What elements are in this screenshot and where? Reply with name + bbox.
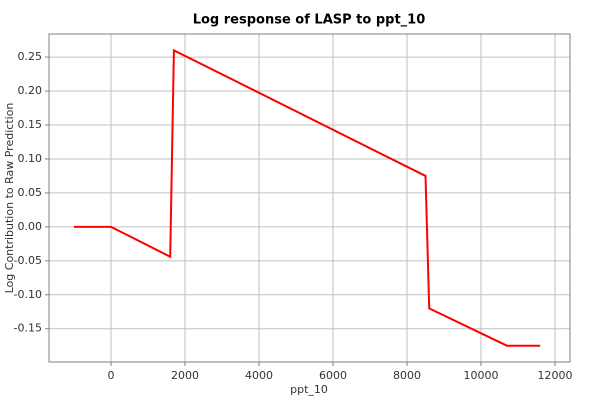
- y-tick-label: 0.10: [18, 152, 43, 165]
- y-tick-label: -0.15: [14, 322, 42, 335]
- x-tick-label: 4000: [245, 369, 273, 382]
- y-tick-label: 0.05: [18, 186, 43, 199]
- x-tick-label: 8000: [393, 369, 421, 382]
- y-tick-label: -0.10: [14, 288, 42, 301]
- y-tick-label: -0.05: [14, 254, 42, 267]
- x-tick-label: 6000: [319, 369, 347, 382]
- x-tick-label: 2000: [171, 369, 199, 382]
- x-tick-label: 12000: [538, 369, 573, 382]
- plot-border: [48, 33, 571, 363]
- y-tick-label: 0.00: [18, 220, 43, 233]
- line: [74, 48, 541, 347]
- y-axis-label: Log Contribution to Raw Prediction: [3, 103, 16, 294]
- x-tick-label: 10000: [464, 369, 499, 382]
- y-tick-label: 0.20: [18, 84, 43, 97]
- x-axis-label: ppt_10: [290, 383, 328, 396]
- x-tick-label: 0: [108, 369, 115, 382]
- chart-title: Log response of LASP to ppt_10: [193, 13, 426, 28]
- y-tick-label: 0.15: [18, 118, 43, 131]
- y-tick-label: 0.25: [18, 50, 43, 63]
